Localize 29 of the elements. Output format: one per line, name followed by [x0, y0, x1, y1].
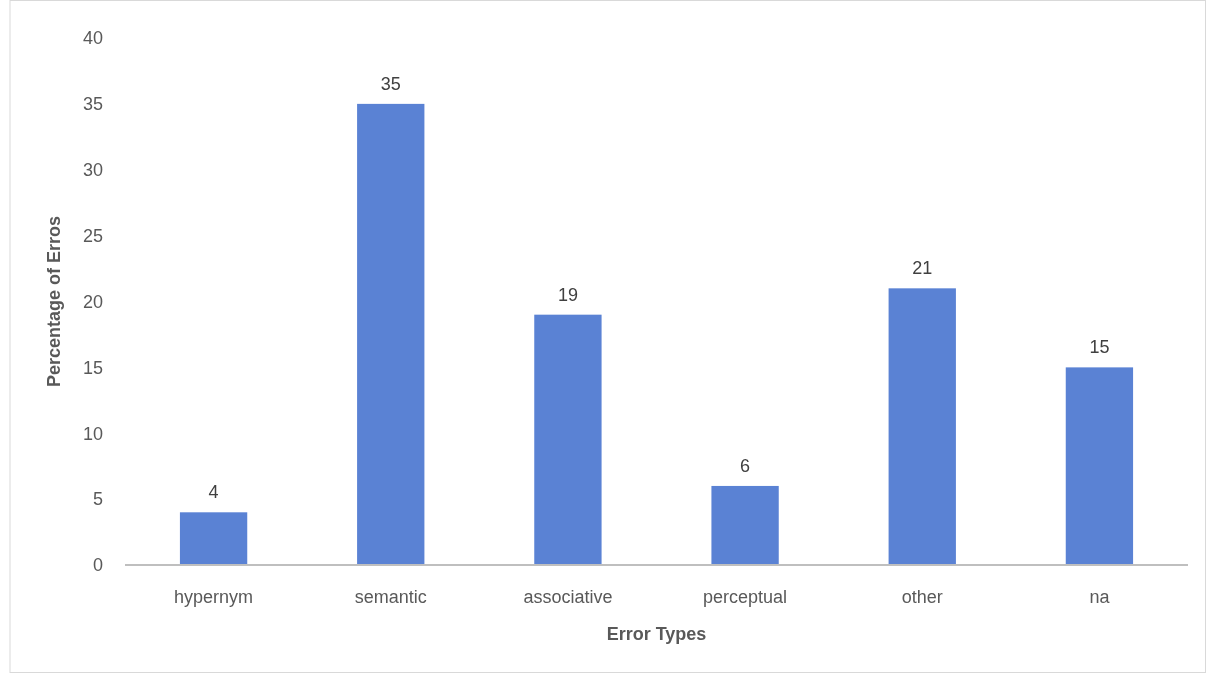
- data-label: 19: [557, 284, 578, 305]
- y-tick-label: 35: [82, 94, 103, 115]
- data-label: 35: [380, 73, 401, 94]
- x-axis-title: Error Types: [606, 624, 707, 644]
- y-tick-label: 25: [82, 225, 103, 246]
- data-label: 6: [740, 455, 751, 476]
- y-tick-label: 20: [82, 291, 103, 312]
- bar: [179, 512, 248, 565]
- bar: [534, 314, 602, 565]
- y-tick-label: 40: [82, 28, 103, 49]
- y-tick-label: 0: [92, 555, 103, 576]
- x-tick-label: semantic: [354, 587, 427, 607]
- data-label: 21: [912, 258, 933, 279]
- data-label: 15: [1089, 337, 1110, 358]
- data-label: 4: [208, 482, 219, 503]
- y-tick-label: 30: [82, 160, 103, 181]
- y-axis-title: Percentage of Erros: [44, 215, 64, 388]
- x-tick-label: other: [901, 587, 943, 607]
- bar: [357, 103, 425, 565]
- x-tick-label: perceptual: [703, 587, 788, 607]
- bar: [711, 485, 779, 565]
- y-tick-label: 5: [92, 489, 103, 510]
- x-tick-label: na: [1089, 587, 1111, 607]
- y-tick-label: 10: [82, 423, 103, 444]
- bar: [1065, 367, 1134, 565]
- bar: [888, 288, 956, 565]
- x-tick-label: hypernym: [174, 587, 254, 607]
- y-tick-label: 15: [82, 357, 103, 378]
- x-tick-label: associative: [523, 587, 613, 607]
